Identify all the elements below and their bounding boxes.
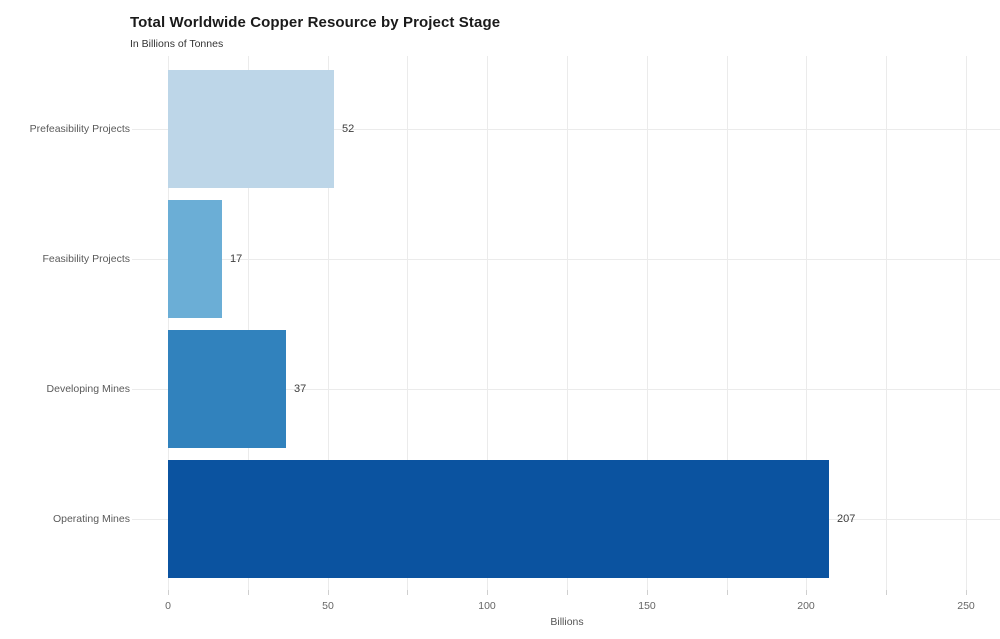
x-tick-label: 200 [797,600,815,612]
horizontal-gridline [132,258,1000,260]
bar-feasibility-projects [168,200,222,318]
x-axis-title: Billions [550,616,584,628]
x-tick-label: 50 [322,600,334,612]
x-axis-tick [966,590,967,595]
horizontal-gridline [132,128,1000,130]
vertical-gridline [248,56,249,590]
x-axis-tick [567,590,568,595]
category-label-prefeasibility-projects: Prefeasibility Projects [29,123,130,135]
category-label-feasibility-projects: Feasibility Projects [42,253,130,265]
bar-value-label: 37 [294,383,307,395]
category-label-developing-mines: Developing Mines [46,383,130,395]
vertical-gridline [966,56,967,590]
bar-value-label: 17 [230,253,243,265]
vertical-gridline [647,56,648,590]
x-tick-label: 150 [638,600,656,612]
vertical-gridline [886,56,887,590]
x-tick-label: 0 [165,600,171,612]
vertical-gridline [328,56,329,590]
x-axis-tick [328,590,329,595]
x-tick-label: 100 [478,600,496,612]
bar-developing-mines [168,330,286,448]
bar-prefeasibility-projects [168,70,334,188]
vertical-gridline [567,56,568,590]
bar-value-label: 207 [837,513,856,525]
x-axis-tick [647,590,648,595]
bar-value-label: 52 [342,123,355,135]
vertical-gridline [407,56,408,590]
x-axis-tick [806,590,807,595]
x-axis-tick [487,590,488,595]
horizontal-gridline [132,388,1000,390]
x-axis-tick [168,590,169,595]
chart-subtitle: In Billions of Tonnes [130,38,224,50]
chart-title: Total Worldwide Copper Resource by Proje… [130,14,501,31]
bar-operating-mines [168,460,829,578]
x-axis-tick [886,590,887,595]
vertical-gridline [727,56,728,590]
vertical-gridline [487,56,488,590]
x-axis-tick [248,590,249,595]
x-axis-tick [407,590,408,595]
plot-area: Prefeasibility Projects 52 Feasibility Pro… [30,56,1000,628]
category-label-operating-mines: Operating Mines [52,513,130,525]
vertical-gridline [806,56,807,590]
vertical-gridline [168,56,169,590]
x-tick-label: 250 [957,600,975,612]
x-axis-tick [727,590,728,595]
